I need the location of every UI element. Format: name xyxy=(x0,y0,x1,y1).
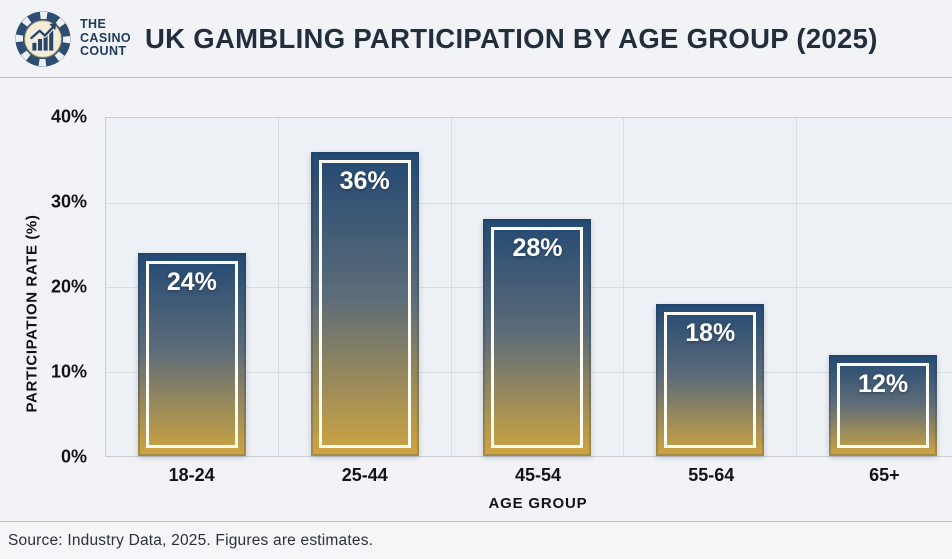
x-axis-title: AGE GROUP xyxy=(488,495,588,512)
footer: Source: Industry Data, 2025. Figures are… xyxy=(0,521,952,559)
logo-line-3: COUNT xyxy=(80,44,127,59)
plot-cell-18-24: 24% xyxy=(106,118,279,456)
header: THE CASINO COUNT UK GAMBLING PARTICIPATI… xyxy=(0,0,952,78)
y-tick-20%: 20% xyxy=(50,276,87,297)
gridline-30pct xyxy=(106,202,952,204)
y-tick-40%: 40% xyxy=(50,106,87,127)
logo-wordmark: THE CASINO COUNT xyxy=(80,18,131,59)
plot-cells: 24% 36% 28% 18% 12% xyxy=(106,118,952,456)
bar-inner-frame xyxy=(837,362,930,448)
bar-inner-frame xyxy=(664,311,757,448)
chart-region: PARTICIPATION RATE (%) 0% 10% 20% 30% 40% 24… xyxy=(0,79,952,521)
x-tick-55-64: 55-64 xyxy=(688,465,735,485)
bar-65+: 12% xyxy=(829,354,938,456)
source-note: Source: Industry Data, 2025. Figures are… xyxy=(8,531,374,549)
plot-cell-45-54: 28% xyxy=(452,118,625,456)
y-tick-30%: 30% xyxy=(50,191,87,212)
bar-value-label-25-44: 36% xyxy=(339,166,390,195)
bar-value-label-45-54: 28% xyxy=(512,234,563,263)
bar-value-label-65+: 12% xyxy=(858,369,909,398)
x-tick-25-44: 25-44 xyxy=(341,465,388,485)
plot-cell-65+: 12% xyxy=(797,118,952,456)
plot-cell-55-64: 18% xyxy=(624,118,798,456)
bar-45-54: 28% xyxy=(483,219,592,456)
logo-line-2: CASINO xyxy=(80,30,132,45)
x-tick-65+: 65+ xyxy=(869,465,900,485)
bar-inner-frame xyxy=(318,159,411,448)
page-title: UK GAMBLING PARTICIPATION BY AGE GROUP (… xyxy=(145,22,878,54)
plot-area: 24% 36% 28% 18% 12% xyxy=(105,117,952,457)
y-tick-10%: 10% xyxy=(50,361,87,382)
x-tick-45-54: 45-54 xyxy=(514,465,562,485)
bar-inner-frame xyxy=(145,261,238,448)
bar-value-label-55-64: 18% xyxy=(685,318,736,347)
plot-cell-25-44: 36% xyxy=(279,118,452,456)
x-axis-ticks: 18-24 25-44 45-54 55-64 65+ xyxy=(105,465,952,486)
x-tick-18-24: 18-24 xyxy=(168,465,215,485)
y-axis-ticks: 0% 10% 20% 30% 40% xyxy=(0,107,95,467)
bar-25-44: 36% xyxy=(310,151,419,456)
bar-55-64: 18% xyxy=(656,303,765,456)
casino-chip-chart-icon xyxy=(15,10,71,67)
bar-18-24: 24% xyxy=(137,253,246,456)
y-tick-0%: 0% xyxy=(60,446,87,467)
logo-line-1: THE xyxy=(80,17,107,32)
bar-value-label-18-24: 24% xyxy=(166,268,217,297)
bar-inner-frame xyxy=(491,227,584,448)
